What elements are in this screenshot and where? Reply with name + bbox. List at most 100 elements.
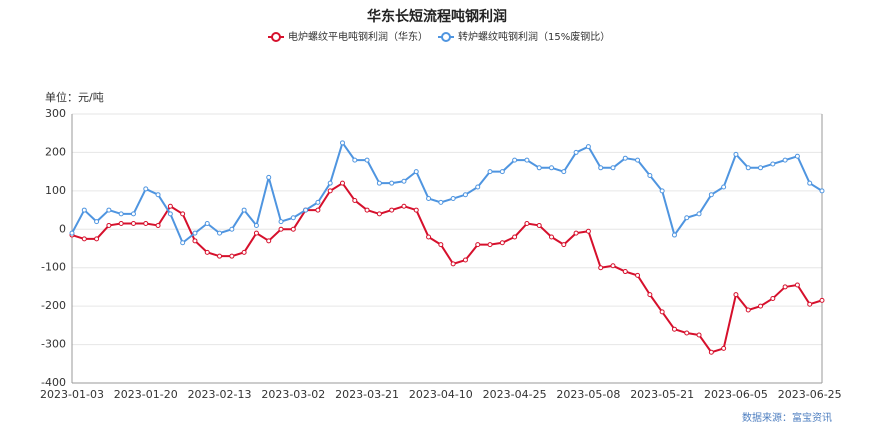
point bbox=[450, 196, 456, 202]
y-axis-label: 单位：元/吨 bbox=[45, 90, 104, 104]
point bbox=[352, 197, 358, 203]
point bbox=[229, 253, 235, 259]
point bbox=[253, 222, 259, 228]
point bbox=[438, 199, 444, 205]
point bbox=[130, 221, 136, 227]
point bbox=[69, 230, 75, 236]
point bbox=[327, 188, 333, 194]
point bbox=[524, 157, 530, 163]
point bbox=[647, 292, 653, 298]
x-tick-label: 2023-06-05 bbox=[704, 388, 768, 401]
point bbox=[622, 155, 628, 161]
point bbox=[462, 192, 468, 198]
point bbox=[327, 180, 333, 186]
point bbox=[241, 207, 247, 213]
point bbox=[499, 169, 505, 175]
point bbox=[536, 165, 542, 171]
point bbox=[499, 240, 505, 246]
point bbox=[339, 140, 345, 146]
point bbox=[708, 349, 714, 355]
point bbox=[635, 272, 641, 278]
point bbox=[315, 199, 321, 205]
point bbox=[315, 207, 321, 213]
y-tick-label: 200 bbox=[45, 145, 66, 158]
point bbox=[204, 249, 210, 255]
point bbox=[81, 236, 87, 242]
point bbox=[573, 149, 579, 155]
point bbox=[106, 207, 112, 213]
point bbox=[782, 284, 788, 290]
point bbox=[745, 307, 751, 313]
point bbox=[204, 221, 210, 227]
point bbox=[401, 203, 407, 209]
point bbox=[401, 178, 407, 184]
point bbox=[241, 249, 247, 255]
x-tick-label: 2023-06-25 bbox=[778, 388, 842, 401]
point bbox=[426, 234, 432, 240]
point bbox=[376, 180, 382, 186]
point bbox=[413, 169, 419, 175]
point bbox=[167, 211, 173, 217]
point bbox=[81, 207, 87, 213]
legend-marker bbox=[441, 32, 451, 42]
point bbox=[758, 165, 764, 171]
point bbox=[180, 240, 186, 246]
point bbox=[118, 221, 124, 227]
point bbox=[561, 169, 567, 175]
point bbox=[487, 242, 493, 248]
point bbox=[684, 330, 690, 336]
legend-label: 电炉螺纹平电吨钢利润（华东） bbox=[288, 30, 428, 43]
point bbox=[561, 242, 567, 248]
point bbox=[352, 157, 358, 163]
point bbox=[376, 211, 382, 217]
point bbox=[512, 234, 518, 240]
x-tick-label: 2023-03-21 bbox=[335, 388, 399, 401]
point bbox=[143, 221, 149, 227]
point bbox=[610, 263, 616, 269]
x-tick-label: 2023-01-20 bbox=[114, 388, 178, 401]
point bbox=[278, 219, 284, 225]
x-tick-label: 2023-05-08 bbox=[556, 388, 620, 401]
point bbox=[389, 207, 395, 213]
x-tick-label: 2023-04-25 bbox=[483, 388, 547, 401]
point bbox=[696, 332, 702, 338]
point bbox=[217, 230, 223, 236]
point bbox=[733, 151, 739, 157]
point bbox=[794, 153, 800, 159]
point bbox=[659, 309, 665, 315]
point bbox=[180, 211, 186, 217]
x-tick-label: 2023-05-21 bbox=[630, 388, 694, 401]
legend-label: 转炉螺纹吨钢利润（15%废钢比） bbox=[458, 30, 610, 43]
point bbox=[598, 165, 604, 171]
point bbox=[130, 211, 136, 217]
point bbox=[647, 172, 653, 178]
point bbox=[549, 234, 555, 240]
point bbox=[303, 207, 309, 213]
point bbox=[118, 211, 124, 217]
point bbox=[622, 269, 628, 275]
point bbox=[364, 157, 370, 163]
y-tick-label: -100 bbox=[41, 261, 66, 274]
y-tick-label: -400 bbox=[41, 376, 66, 389]
point bbox=[721, 345, 727, 351]
point bbox=[659, 188, 665, 194]
x-tick-label: 2023-01-03 bbox=[40, 388, 104, 401]
legend-marker bbox=[271, 32, 281, 42]
point bbox=[512, 157, 518, 163]
point bbox=[770, 295, 776, 301]
point bbox=[745, 165, 751, 171]
point bbox=[770, 161, 776, 167]
point bbox=[696, 211, 702, 217]
y-tick-label: -200 bbox=[41, 299, 66, 312]
point bbox=[217, 253, 223, 259]
point bbox=[573, 230, 579, 236]
point bbox=[426, 196, 432, 202]
point bbox=[536, 222, 542, 228]
point bbox=[671, 326, 677, 332]
point bbox=[794, 282, 800, 288]
point bbox=[733, 292, 739, 298]
point bbox=[413, 207, 419, 213]
point bbox=[549, 165, 555, 171]
point bbox=[438, 242, 444, 248]
